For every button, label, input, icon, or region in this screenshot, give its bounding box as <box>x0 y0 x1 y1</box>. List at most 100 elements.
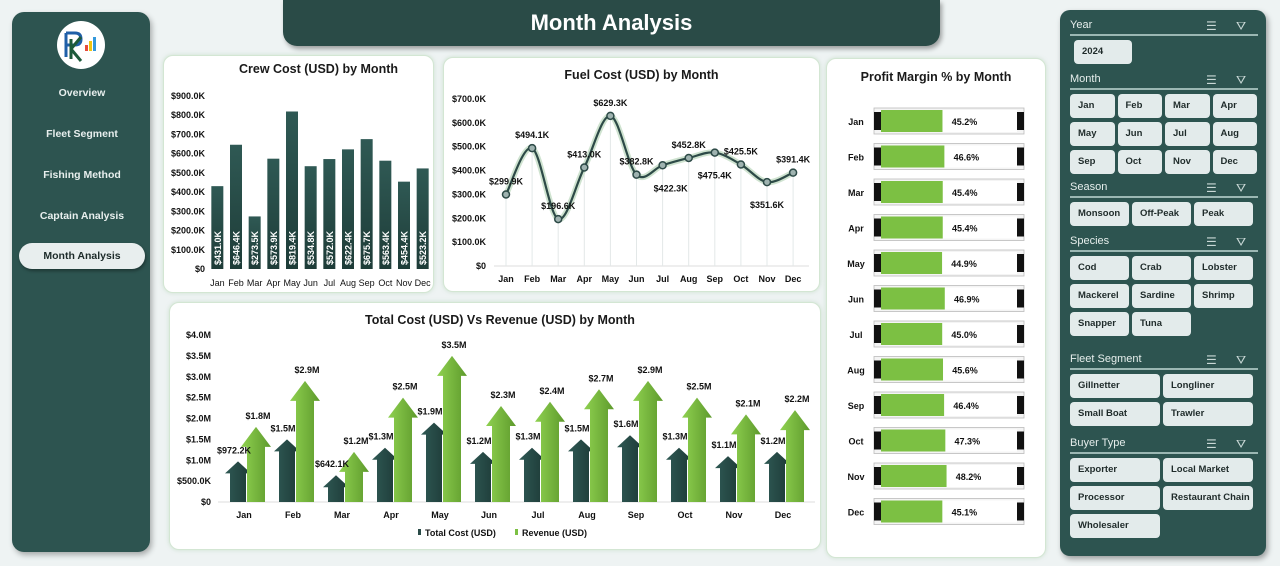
data-point <box>736 160 746 169</box>
fuel-cost-chart: Fuel Cost (USD) by Month $0 $100.0K $200.0… <box>443 57 820 292</box>
category-label: Oct <box>848 437 863 447</box>
filter-option[interactable]: Processor <box>1070 486 1160 510</box>
x-tick-label: May <box>602 274 620 284</box>
filter-buyer-type: Buyer Type ☰ ⛛ Exporter Local Market Processo… <box>1070 434 1258 538</box>
data-label: 44.9% <box>951 259 977 269</box>
clear-filter-icon[interactable]: ⛛ <box>1236 353 1247 367</box>
bar-fill <box>881 252 943 274</box>
revenue-data-label: $2.1M <box>735 398 760 408</box>
filter-option[interactable]: Small Boat <box>1070 402 1160 426</box>
cost-arrow <box>323 475 349 502</box>
filter-option[interactable]: Jan <box>1070 94 1115 118</box>
bar-cap-left <box>874 431 881 450</box>
nav-captain-analysis[interactable]: Captain Analysis <box>39 210 125 222</box>
multi-select-icon[interactable]: ☰ <box>1206 353 1217 367</box>
x-tick-label: Jul <box>324 278 336 288</box>
filter-option[interactable]: Snapper <box>1070 312 1129 336</box>
filter-option[interactable]: Peak <box>1194 202 1253 226</box>
filter-option[interactable]: Sardine <box>1132 284 1191 308</box>
filter-option[interactable]: Trawler <box>1163 402 1253 426</box>
bar <box>379 160 392 269</box>
filter-option[interactable]: Dec <box>1212 150 1257 174</box>
x-tick-label: Jul <box>656 274 669 284</box>
filter-option[interactable]: Longliner <box>1163 374 1253 398</box>
filter-option[interactable]: 2024 <box>1074 40 1132 64</box>
cost-arrow <box>666 447 692 502</box>
filter-option[interactable]: Jul <box>1165 122 1210 146</box>
x-tick-label: Feb <box>228 278 244 288</box>
filter-option[interactable]: Off-Peak <box>1132 202 1191 226</box>
multi-select-icon[interactable]: ☰ <box>1206 437 1217 451</box>
filter-option[interactable]: Mar <box>1165 94 1210 118</box>
nav-month-analysis[interactable]: Month Analysis <box>19 243 145 269</box>
filter-option[interactable]: Jun <box>1117 122 1162 146</box>
x-tick-label: Dec <box>415 278 432 288</box>
filter-option[interactable]: Monsoon <box>1070 202 1129 226</box>
filter-option[interactable]: Lobster <box>1194 256 1253 280</box>
nav-overview[interactable]: Overview <box>58 87 106 99</box>
multi-select-icon[interactable]: ☰ <box>1206 73 1217 87</box>
filter-option[interactable]: Nov <box>1165 150 1210 174</box>
profit-margin-chart: Profit Margin % by Month Jan 45.2% Feb 46.6… <box>826 58 1046 558</box>
revenue-arrow <box>731 414 761 502</box>
category-label: Apr <box>848 224 864 234</box>
multi-select-icon[interactable]: ☰ <box>1206 19 1217 33</box>
multi-select-icon[interactable]: ☰ <box>1206 181 1217 195</box>
fuel-cost-plot: $0 $100.0K $200.0K $300.0K $400.0K $500.0K $60… <box>452 94 811 284</box>
x-tick-label: Mar <box>247 278 263 288</box>
revenue-arrow <box>584 389 614 502</box>
filter-option[interactable]: Wholesaler <box>1070 514 1160 538</box>
nav-fleet-segment[interactable]: Fleet Segment <box>46 128 118 140</box>
filter-year: Year ☰ ⛛ 2024 <box>1070 16 1258 64</box>
data-point <box>580 163 589 172</box>
clear-filter-icon[interactable]: ⛛ <box>1236 73 1247 87</box>
filter-option[interactable]: Aug <box>1212 122 1257 146</box>
filter-option[interactable]: Sep <box>1070 150 1115 174</box>
revenue-data-label: $2.9M <box>637 365 662 375</box>
filter-option[interactable]: Gillnetter <box>1070 374 1160 398</box>
cost-vs-revenue-plot: $0 $500.0K $1.0M $1.5M $2.0M $2.5M $3.0M $3.5M $… <box>177 330 815 538</box>
chart-title: Crew Cost (USD) by Month <box>238 62 399 76</box>
cost-data-label: $972.2K <box>217 445 252 455</box>
bar-fill <box>881 358 944 381</box>
clear-filter-icon[interactable]: ⛛ <box>1236 437 1247 451</box>
filter-option[interactable]: Tuna <box>1132 312 1191 336</box>
data-label: 45.4% <box>952 224 978 234</box>
legend-label-revenue: Revenue (USD) <box>522 528 587 538</box>
data-label: $413.0K <box>567 149 602 159</box>
filter-option[interactable]: Local Market <box>1163 458 1253 482</box>
revenue-data-label: $2.4M <box>539 386 564 396</box>
nav-fishing-method[interactable]: Fishing Method <box>43 169 121 181</box>
filter-option[interactable]: Oct <box>1117 150 1162 174</box>
filter-option[interactable]: Crab <box>1132 256 1191 280</box>
filter-option[interactable]: May <box>1070 122 1115 146</box>
filter-option[interactable]: Mackerel <box>1070 284 1129 308</box>
x-tick-label: Oct <box>677 510 692 520</box>
bar-cap-left <box>874 218 881 237</box>
filter-option[interactable]: Exporter <box>1070 458 1160 482</box>
cost-arrow <box>617 435 643 502</box>
clear-filter-icon[interactable]: ⛛ <box>1236 181 1247 195</box>
category-label: Jan <box>848 117 864 127</box>
profit-margin-plot: Jan 45.2% Feb 46.6% Mar 45.4% Apr 45.4% May 44.9%… <box>847 107 1025 525</box>
filter-option[interactable]: Apr <box>1212 94 1257 118</box>
revenue-arrow <box>339 451 369 502</box>
filter-option[interactable]: Shrimp <box>1194 284 1253 308</box>
multi-select-icon[interactable]: ☰ <box>1206 235 1217 249</box>
revenue-arrow <box>633 380 663 502</box>
filter-option[interactable]: Feb <box>1117 94 1162 118</box>
data-label: 46.6% <box>954 153 980 163</box>
revenue-data-label: $2.7M <box>588 373 613 383</box>
bar-cap-right <box>1017 502 1024 521</box>
data-label: 45.2% <box>952 117 978 127</box>
filter-option[interactable]: Cod <box>1070 256 1129 280</box>
y-tick-label: $0 <box>195 264 205 274</box>
bar-cap-left <box>874 289 881 308</box>
y-tick-label: $0 <box>201 497 211 507</box>
data-point <box>710 148 720 157</box>
data-label: 45.0% <box>951 330 977 340</box>
clear-filter-icon[interactable]: ⛛ <box>1236 235 1247 249</box>
clear-filter-icon[interactable]: ⛛ <box>1236 19 1247 33</box>
filter-buttons: Jan Feb Mar Apr May Jun Jul Aug Sep Oct Nov Dec <box>1070 94 1258 174</box>
filter-option[interactable]: Restaurant Chain <box>1163 486 1253 510</box>
